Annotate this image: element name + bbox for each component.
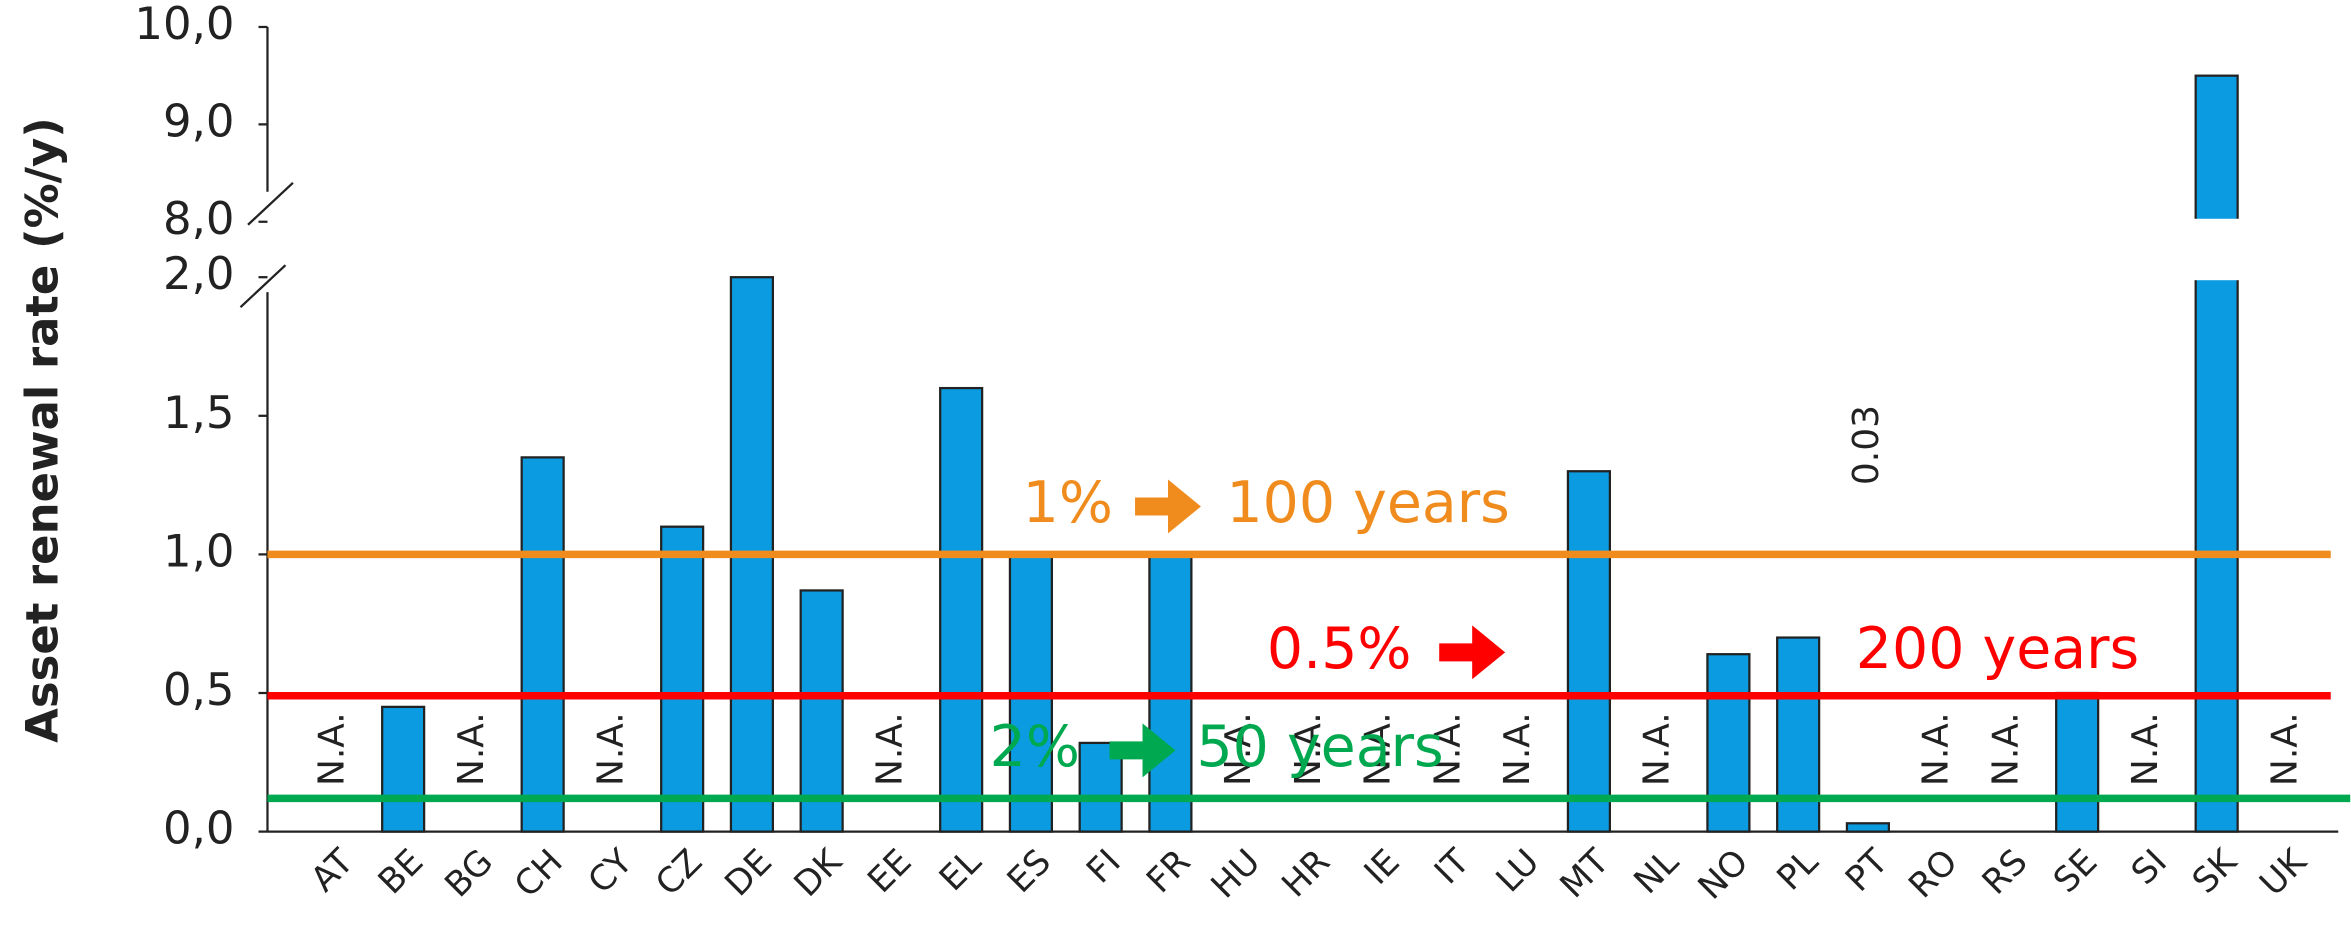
x-tick-label: BG bbox=[438, 842, 501, 905]
bar bbox=[799, 589, 844, 833]
axis-break bbox=[239, 264, 287, 308]
y-axis-label: Asset renewal rate (%/y) bbox=[16, 117, 69, 743]
bar bbox=[660, 525, 705, 833]
value-label: N.A. bbox=[1358, 712, 1399, 786]
x-tick-label: PT bbox=[1838, 841, 1897, 900]
arrow bbox=[1439, 625, 1506, 680]
axis-break bbox=[247, 181, 294, 226]
value-label: 0.03 bbox=[1846, 405, 1887, 485]
x-tick-label: FR bbox=[1139, 842, 1198, 901]
bar bbox=[939, 386, 984, 833]
value-label: N.A. bbox=[1985, 712, 2026, 786]
value-label: N.A. bbox=[2264, 712, 2305, 786]
value-label: N.A. bbox=[2125, 712, 2166, 786]
x-tick-label: CY bbox=[581, 841, 641, 901]
x-tick-label: RO bbox=[1901, 842, 1965, 906]
x-tick-label: HR bbox=[1274, 842, 1338, 906]
bar bbox=[381, 705, 426, 833]
x-tick-label: NO bbox=[1691, 842, 1757, 908]
x-tick-label: PL bbox=[1770, 841, 1827, 898]
y-tick-label: 9,0 bbox=[163, 94, 234, 147]
bar bbox=[1566, 470, 1612, 833]
y-tick-label: 0,5 bbox=[163, 663, 234, 716]
y-tick-label: 2,0 bbox=[163, 247, 234, 300]
y-tick-label: 10,0 bbox=[134, 0, 234, 50]
x-tick-label: EE bbox=[860, 842, 919, 901]
bar bbox=[2194, 74, 2239, 833]
bar bbox=[520, 456, 565, 833]
bar bbox=[1776, 636, 1821, 833]
bar bbox=[1845, 822, 1891, 833]
x-tick-label: IT bbox=[1427, 841, 1478, 892]
reference-label: 1% bbox=[1023, 470, 1113, 536]
x-tick-label: CZ bbox=[648, 842, 710, 904]
x-tick-label: FI bbox=[1079, 842, 1128, 891]
value-label: N.A. bbox=[1637, 712, 1678, 786]
x-tick-label: AT bbox=[304, 841, 363, 900]
x-tick-label: CH bbox=[507, 842, 571, 906]
reference-text: 100 years bbox=[1226, 470, 1509, 536]
value-label: N.A. bbox=[869, 712, 910, 786]
x-tick-label: EL bbox=[932, 841, 990, 899]
value-label: N.A. bbox=[1427, 712, 1468, 786]
reference-text: 50 years bbox=[1196, 714, 1443, 780]
arrow bbox=[1135, 479, 1201, 534]
value-label: N.A. bbox=[1497, 712, 1538, 786]
value-label: N.A. bbox=[1288, 712, 1329, 786]
x-tick-label: UK bbox=[2252, 841, 2315, 904]
reference-text: 200 years bbox=[1856, 616, 2139, 682]
x-tick-label: IE bbox=[1357, 842, 1408, 893]
x-tick-label: MT bbox=[1553, 841, 1618, 906]
x-tick-label: SE bbox=[2046, 842, 2105, 901]
y-tick-label: 0,0 bbox=[163, 802, 234, 855]
reference-label: 2% bbox=[990, 714, 1080, 780]
value-label: N.A. bbox=[451, 712, 492, 786]
value-label: N.A. bbox=[1916, 712, 1957, 786]
x-tick-label: BE bbox=[371, 842, 431, 902]
x-tick-label: ES bbox=[1000, 842, 1059, 901]
x-tick-label: NL bbox=[1627, 841, 1688, 902]
x-tick-label: SK bbox=[2185, 841, 2246, 902]
x-tick-label: RS bbox=[1975, 842, 2036, 903]
reference-label: 0.5% bbox=[1267, 616, 1412, 682]
value-label: N.A. bbox=[590, 712, 631, 786]
y-tick-label: 8,0 bbox=[163, 192, 234, 245]
bar-break-gap bbox=[2192, 218, 2241, 281]
y-tick-label: 1,0 bbox=[163, 524, 234, 577]
bar bbox=[1706, 653, 1751, 833]
value-label: N.A. bbox=[1218, 712, 1259, 786]
x-tick-label: DK bbox=[787, 841, 851, 905]
y-tick-label: 1,5 bbox=[163, 386, 234, 439]
x-tick-label: DE bbox=[718, 842, 780, 904]
x-tick-label: HU bbox=[1204, 842, 1268, 906]
bar bbox=[2055, 691, 2100, 833]
x-tick-label: SI bbox=[2124, 842, 2175, 893]
x-tick-label: LU bbox=[1489, 842, 1547, 900]
value-label: N.A. bbox=[311, 712, 352, 786]
